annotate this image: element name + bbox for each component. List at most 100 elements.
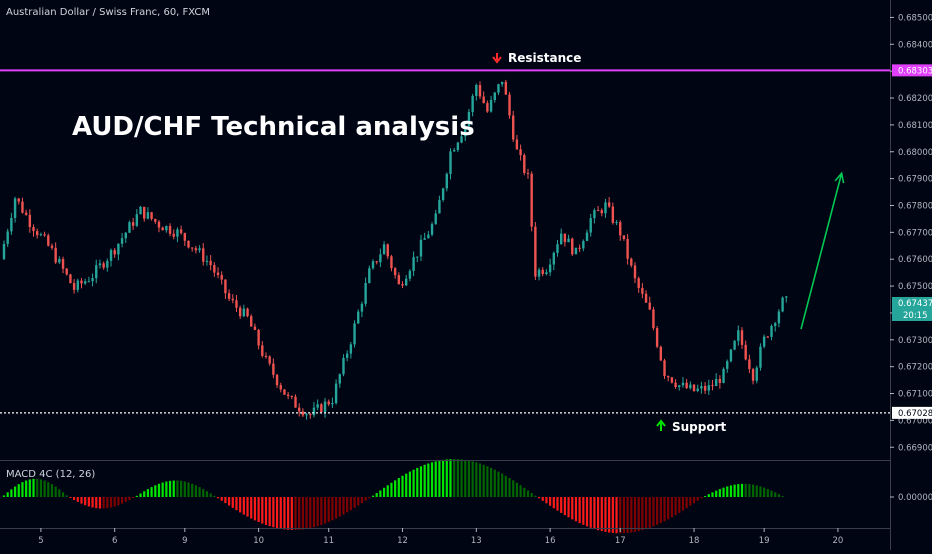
candle[interactable] (405, 274, 408, 286)
candle[interactable] (95, 259, 98, 284)
candle[interactable] (205, 255, 209, 266)
candle[interactable] (220, 271, 223, 285)
candle[interactable] (298, 403, 301, 417)
candle[interactable] (368, 265, 371, 284)
candle[interactable] (663, 358, 666, 379)
candle[interactable] (360, 301, 364, 318)
candle[interactable] (87, 276, 91, 283)
candle[interactable] (456, 141, 460, 152)
candle[interactable] (24, 209, 28, 216)
candle[interactable] (120, 233, 124, 248)
candle[interactable] (493, 91, 496, 103)
candle[interactable] (294, 394, 297, 408)
candle[interactable] (430, 221, 434, 237)
candle[interactable] (172, 229, 175, 240)
candle[interactable] (393, 266, 397, 279)
candle[interactable] (401, 281, 404, 289)
candle[interactable] (124, 231, 127, 243)
candle[interactable] (707, 379, 710, 395)
candle[interactable] (548, 258, 552, 276)
candle[interactable] (478, 81, 482, 100)
candle[interactable] (202, 243, 205, 266)
candle[interactable] (54, 242, 57, 264)
candle[interactable] (91, 273, 94, 287)
candle[interactable] (290, 395, 294, 400)
candle[interactable] (530, 171, 533, 232)
candle[interactable] (678, 384, 681, 391)
candle[interactable] (571, 237, 574, 257)
candle[interactable] (785, 295, 788, 303)
candle[interactable] (331, 397, 334, 408)
candle[interactable] (80, 277, 83, 289)
candle[interactable] (519, 144, 522, 161)
candle[interactable] (364, 277, 367, 307)
candle[interactable] (781, 296, 784, 313)
candle[interactable] (714, 373, 718, 387)
candle[interactable] (604, 198, 607, 218)
candle[interactable] (268, 355, 271, 366)
candle[interactable] (619, 220, 622, 241)
candle[interactable] (416, 256, 419, 263)
candle[interactable] (76, 278, 79, 293)
candle[interactable] (726, 359, 729, 373)
candle[interactable] (512, 110, 515, 142)
candle[interactable] (36, 228, 39, 239)
candle[interactable] (674, 379, 677, 389)
candle[interactable] (98, 259, 102, 269)
candle[interactable] (235, 295, 238, 312)
forecast-arrow[interactable] (800, 171, 845, 330)
candle[interactable] (696, 384, 699, 393)
candle[interactable] (216, 267, 220, 279)
candle[interactable] (648, 296, 651, 311)
candle[interactable] (681, 377, 685, 388)
candle[interactable] (32, 224, 35, 237)
candle[interactable] (718, 375, 722, 389)
candle[interactable] (500, 81, 504, 87)
candle[interactable] (423, 232, 426, 240)
candle[interactable] (275, 373, 279, 388)
candle[interactable] (224, 279, 227, 299)
candle[interactable] (231, 294, 234, 304)
candle[interactable] (65, 267, 68, 276)
candle[interactable] (168, 223, 172, 237)
candle[interactable] (641, 283, 644, 299)
candle[interactable] (626, 234, 629, 265)
candle[interactable] (397, 272, 401, 285)
candle[interactable] (323, 398, 327, 418)
candle[interactable] (427, 231, 430, 239)
candle[interactable] (441, 187, 445, 202)
candle[interactable] (106, 258, 109, 272)
candle[interactable] (316, 399, 319, 411)
candle[interactable] (744, 340, 747, 361)
candle[interactable] (711, 379, 714, 391)
candle[interactable] (545, 269, 548, 276)
candle[interactable] (338, 373, 341, 388)
candle[interactable] (475, 83, 478, 101)
candle[interactable] (460, 134, 463, 144)
candle[interactable] (659, 345, 663, 362)
candle[interactable] (552, 251, 556, 271)
candle[interactable] (449, 148, 452, 180)
candle[interactable] (615, 220, 618, 226)
candle[interactable] (596, 205, 600, 212)
candle[interactable] (578, 244, 581, 253)
candle[interactable] (242, 304, 246, 318)
candle[interactable] (630, 257, 633, 268)
candle[interactable] (722, 367, 725, 384)
candle[interactable] (471, 93, 474, 117)
candle[interactable] (47, 233, 50, 247)
candle[interactable] (751, 367, 755, 385)
candle[interactable] (379, 248, 382, 268)
candle[interactable] (534, 221, 537, 281)
candle[interactable] (113, 247, 116, 258)
candle[interactable] (250, 314, 253, 327)
candle[interactable] (692, 384, 696, 392)
candle[interactable] (213, 262, 216, 277)
candle[interactable] (486, 100, 489, 113)
candle[interactable] (526, 168, 530, 179)
candle[interactable] (589, 213, 592, 237)
candle[interactable] (183, 232, 187, 246)
candle[interactable] (593, 208, 596, 224)
candle[interactable] (412, 251, 415, 277)
candle[interactable] (165, 225, 168, 233)
